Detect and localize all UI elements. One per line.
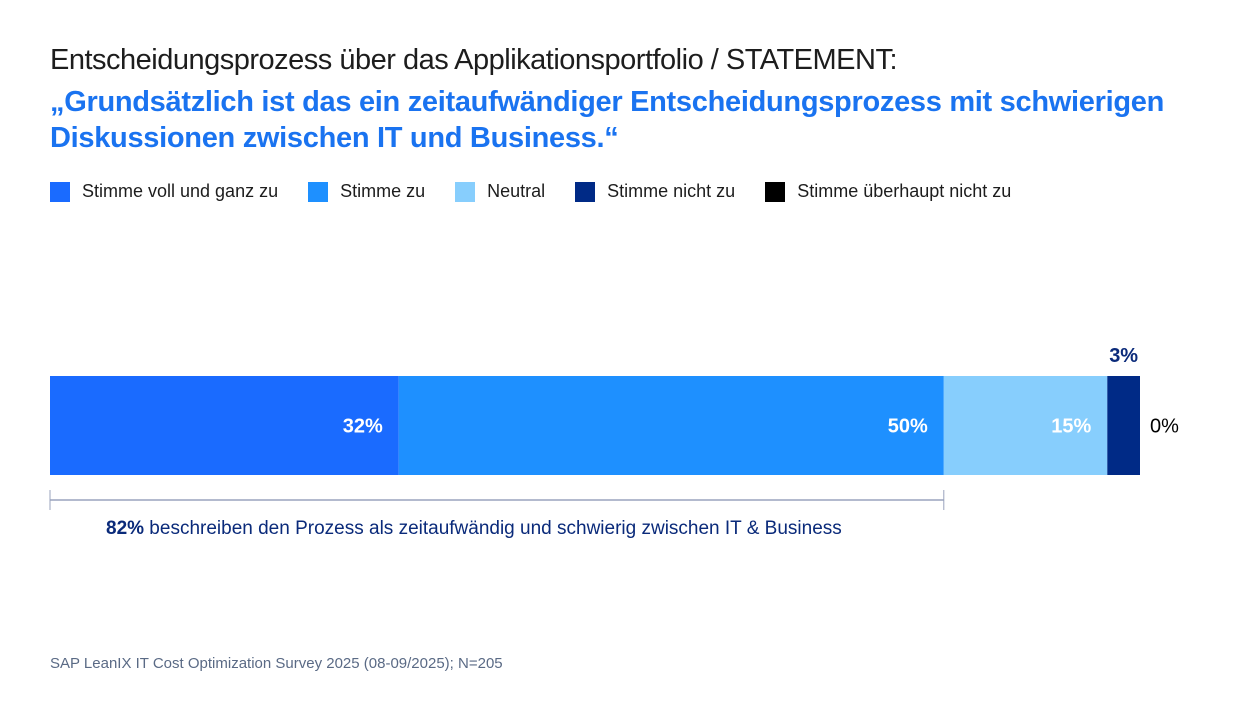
legend-label: Stimme voll und ganz zu <box>82 181 279 201</box>
annotation: 82% beschreiben den Prozess als zeitaufw… <box>106 518 842 540</box>
legend-label: Stimme überhaupt nicht zu <box>797 181 1012 201</box>
statement: „Grundsätzlich ist das ein zeitaufwändig… <box>50 86 1164 154</box>
data-label: 50% <box>888 416 928 438</box>
legend-swatch <box>50 181 70 202</box>
legend-item: Stimme voll und ganz zu <box>50 181 278 202</box>
legend-item: Stimme überhaupt nicht zu <box>765 181 1011 202</box>
data-label: 15% <box>1051 416 1091 438</box>
legend-item: Stimme nicht zu <box>575 181 735 202</box>
legend-label: Stimme zu <box>340 181 426 201</box>
data-label: 3% <box>1109 345 1138 367</box>
bar-segment <box>398 376 944 475</box>
legend-swatch <box>765 181 786 202</box>
bar-segment <box>1107 376 1140 475</box>
legend-swatch <box>455 181 476 202</box>
bar-segment <box>50 376 399 475</box>
data-label: 0% <box>1150 416 1179 438</box>
legend-label: Stimme nicht zu <box>607 181 736 201</box>
chart-title: Entscheidungsprozess über das Applikatio… <box>50 44 898 76</box>
legend-swatch <box>308 181 329 202</box>
legend-label: Neutral <box>487 181 546 201</box>
legend-swatch <box>575 181 596 202</box>
annotation-value: 82% <box>106 518 145 539</box>
data-label: 32% <box>343 416 383 438</box>
annotation-text: beschreiben den Prozess als zeitaufwändi… <box>144 518 842 539</box>
legend: Stimme voll und ganz zu Stimme zu Neutra… <box>50 181 1041 202</box>
bar-segment <box>943 376 1108 475</box>
legend-item: Stimme zu <box>308 181 425 202</box>
legend-item: Neutral <box>455 181 545 202</box>
source-footer: SAP LeanIX IT Cost Optimization Survey 2… <box>50 655 503 672</box>
